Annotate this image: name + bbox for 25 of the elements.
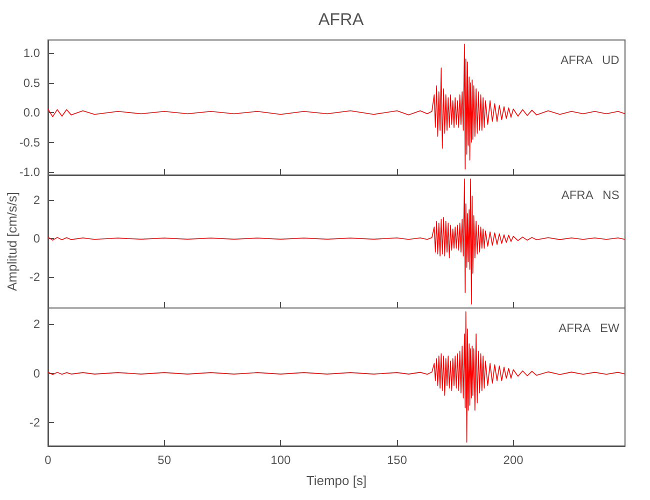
y-tick-label: -1.0 <box>19 165 40 180</box>
y-tick-label: 2 <box>33 193 40 208</box>
x-tick-label: 200 <box>503 453 524 467</box>
y-tick-label: -2 <box>29 270 40 284</box>
x-tick-label: 150 <box>386 453 408 467</box>
annotation: AFRA NS <box>561 188 620 202</box>
annotation: AFRA EW <box>558 321 620 335</box>
chart-title: AFRA <box>318 10 364 29</box>
y-tick-label: 0.0 <box>23 106 40 120</box>
y-tick-label: -0.5 <box>19 135 40 150</box>
y-tick-label: 0 <box>33 366 40 380</box>
line-series <box>48 44 626 170</box>
y-tick-label: 0 <box>33 232 40 246</box>
line-series <box>48 311 626 443</box>
y-tick-label: 2 <box>33 317 40 332</box>
annotation: AFRA UD <box>560 53 620 67</box>
y-axis-title: Amplitud [cm/s/s] <box>4 192 20 291</box>
x-tick-label: 100 <box>270 453 291 467</box>
y-tick-label: 0.5 <box>23 76 40 90</box>
y-tick-label: -2 <box>29 416 40 430</box>
x-tick-label: 0 <box>44 453 52 467</box>
line-series <box>48 178 626 305</box>
y-tick-label: 1.0 <box>23 46 40 60</box>
x-tick-label: 50 <box>158 453 172 467</box>
x-axis-title: Tiempo [s] <box>306 473 367 488</box>
